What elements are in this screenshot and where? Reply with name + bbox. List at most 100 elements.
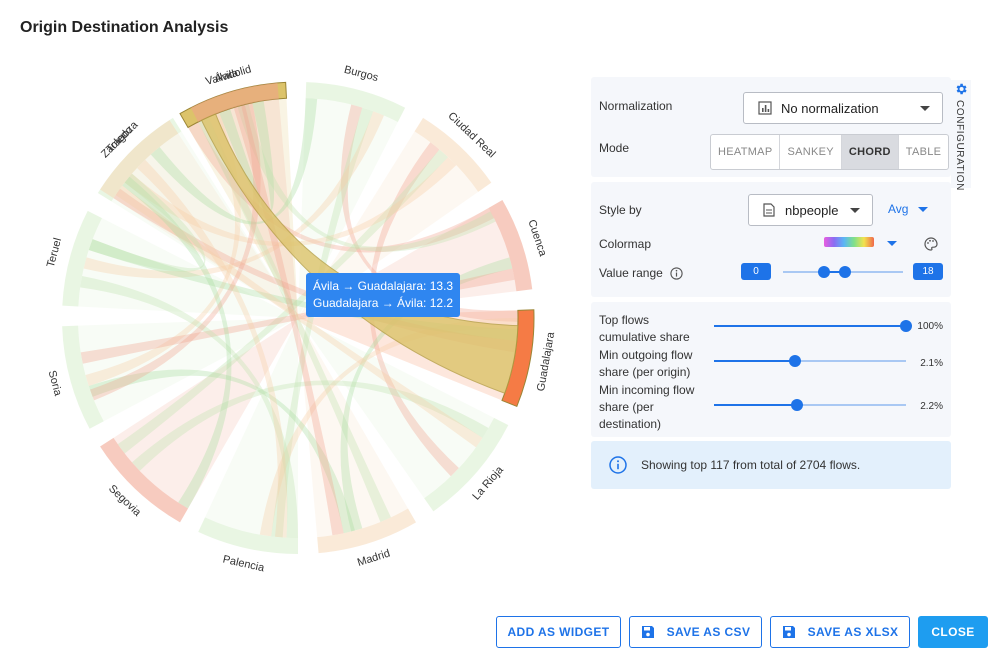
node-arc-la-rioja[interactable] bbox=[424, 417, 509, 512]
filter-min-outgoing-thumb[interactable] bbox=[788, 355, 801, 367]
value-range-low-thumb[interactable] bbox=[817, 266, 830, 278]
close-button[interactable]: CLOSE bbox=[918, 616, 988, 648]
normalization-select[interactable]: No normalization bbox=[743, 92, 943, 124]
node-label-valladolid: Valladolid bbox=[204, 63, 252, 87]
value-range-high-thumb[interactable] bbox=[839, 266, 852, 278]
info-icon bbox=[609, 456, 627, 474]
flow-ribbon bbox=[88, 369, 355, 534]
flow-ribbon bbox=[150, 98, 318, 225]
value-range-label: Value range bbox=[599, 266, 663, 280]
tooltip-line-2: Guadalajara → Ávila: 12.2 bbox=[313, 296, 454, 310]
mode-option-sankey[interactable]: SANKEY bbox=[780, 135, 842, 169]
node-arc-zaragoza[interactable] bbox=[100, 120, 179, 199]
style-by-label: Style by bbox=[599, 203, 642, 217]
value-range-fill bbox=[823, 271, 846, 273]
node-arc-soria[interactable] bbox=[62, 325, 104, 429]
info-banner: Showing top 117 from total of 2704 flows… bbox=[591, 441, 951, 489]
filter-min-incoming-label: Min incoming flow share (per destination… bbox=[599, 382, 694, 433]
bar-chart-icon bbox=[758, 101, 772, 115]
colormap-chevron-icon[interactable] bbox=[887, 241, 897, 246]
configuration-tab[interactable]: CONFIGURATION bbox=[951, 80, 971, 191]
filter-min-incoming-thumb[interactable] bbox=[790, 399, 803, 411]
filter-min-incoming-line-3: destination) bbox=[599, 417, 662, 431]
node-label-madrid: Madrid bbox=[356, 547, 392, 569]
mode-option-heatmap[interactable]: HEATMAP bbox=[711, 135, 781, 169]
flow-ribbon bbox=[219, 100, 275, 213]
gear-icon bbox=[956, 83, 967, 95]
highlighted-flow[interactable] bbox=[200, 113, 519, 394]
node-label-guadalajara: Guadalajara bbox=[535, 330, 557, 392]
save-as-csv-label: SAVE AS CSV bbox=[666, 625, 751, 639]
colormap-swatch[interactable] bbox=[824, 237, 874, 247]
node-arc-valladolid[interactable] bbox=[190, 82, 279, 122]
sector-segovia bbox=[113, 318, 298, 509]
aggregation-value: Avg bbox=[888, 202, 909, 216]
filter-top-flows-label: Top flows cumulative share bbox=[599, 312, 690, 346]
add-as-widget-button[interactable]: ADD AS WIDGET bbox=[496, 616, 621, 648]
filter-min-incoming-value: 2.2% bbox=[920, 401, 943, 412]
flow-ribbon bbox=[198, 117, 391, 522]
filter-top-flows-line-1: Top flows bbox=[599, 313, 650, 327]
flow-ribbon bbox=[88, 173, 206, 272]
save-as-xlsx-button[interactable]: SAVE AS XLSX bbox=[770, 616, 910, 648]
sector-zaragoza bbox=[113, 133, 298, 318]
filter-min-outgoing-line-1: Min outgoing flow bbox=[599, 348, 693, 362]
window-title: Origin Destination Analysis bbox=[20, 19, 229, 36]
normalization-label: Normalization bbox=[599, 99, 673, 113]
filter-min-outgoing-track[interactable] bbox=[714, 360, 906, 362]
mode-option-chord[interactable]: CHORD bbox=[841, 135, 899, 169]
add-as-widget-label: ADD AS WIDGET bbox=[507, 625, 610, 639]
filter-top-flows-line-2: cumulative share bbox=[599, 330, 690, 344]
filter-top-flows-value: 100% bbox=[917, 321, 943, 332]
normalization-value: No normalization bbox=[781, 100, 879, 116]
save-icon bbox=[782, 626, 795, 638]
node-arc-palencia[interactable] bbox=[198, 517, 298, 554]
filter-min-outgoing-fill bbox=[714, 360, 795, 362]
filter-min-incoming-track[interactable] bbox=[714, 404, 906, 406]
mode-option-table[interactable]: TABLE bbox=[905, 146, 942, 158]
tooltip-line-1: Ávila → Guadalajara: 13.3 bbox=[313, 279, 454, 293]
style-by-select[interactable]: nbpeople bbox=[748, 194, 873, 226]
colormap-label: Colormap bbox=[599, 237, 652, 251]
value-range-max[interactable]: 18 bbox=[913, 263, 943, 280]
node-label-cuenca: Cuenca bbox=[525, 218, 549, 259]
flow-ribbon bbox=[117, 149, 449, 454]
chevron-down-icon bbox=[918, 207, 928, 212]
info-text: Showing top 117 from total of 2704 flows… bbox=[641, 458, 861, 472]
node-arc-cuenca[interactable] bbox=[488, 200, 533, 292]
filter-min-outgoing-value: 2.1% bbox=[920, 358, 943, 369]
sector-soria bbox=[78, 318, 298, 422]
chevron-down-icon bbox=[850, 208, 860, 213]
save-icon bbox=[641, 626, 654, 638]
flow-ribbon bbox=[368, 142, 459, 477]
mode-toggle: HEATMAP SANKEY CHORD TABLE bbox=[710, 134, 950, 170]
node-arc-teruel[interactable] bbox=[62, 210, 102, 307]
node-label-teruel: Teruel bbox=[45, 237, 64, 269]
aggregation-select[interactable]: Avg bbox=[888, 202, 908, 216]
node-arc-madrid[interactable] bbox=[317, 508, 416, 554]
save-as-csv-button[interactable]: SAVE AS CSV bbox=[629, 616, 762, 648]
sector-teruel bbox=[78, 218, 298, 318]
flow-ribbon bbox=[115, 185, 483, 448]
flow-tooltip: Ávila → Guadalajara: 13.3 Guadalajara → … bbox=[306, 273, 461, 317]
node-arc-ciudad-real[interactable] bbox=[414, 117, 492, 192]
style-by-value: nbpeople bbox=[785, 202, 839, 218]
value-range-min[interactable]: 0 bbox=[741, 263, 771, 280]
flow-ribbon bbox=[271, 107, 374, 538]
sector-toledo bbox=[111, 131, 298, 318]
sector-ciudad-real bbox=[298, 131, 479, 318]
palette-icon[interactable] bbox=[924, 237, 938, 251]
filter-top-flows-thumb[interactable] bbox=[900, 320, 912, 332]
filter-top-flows-fill bbox=[714, 325, 906, 327]
flow-ribbon bbox=[137, 159, 288, 538]
filter-min-incoming-fill bbox=[714, 404, 797, 406]
node-arc-segovia[interactable] bbox=[100, 437, 188, 523]
flow-ribbon bbox=[124, 157, 457, 247]
chevron-down-icon bbox=[920, 106, 930, 111]
node-label-palencia: Palencia bbox=[222, 554, 267, 575]
info-icon bbox=[670, 267, 683, 280]
node-arc-burgos[interactable] bbox=[305, 82, 406, 122]
sector-avila bbox=[188, 98, 298, 318]
filter-min-incoming-line-1: Min incoming flow bbox=[599, 383, 695, 397]
